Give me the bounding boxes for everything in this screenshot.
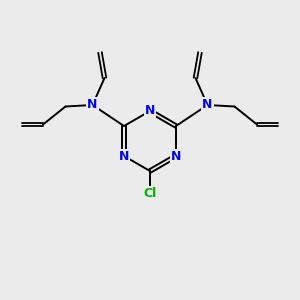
Text: N: N bbox=[145, 104, 155, 118]
Text: N: N bbox=[171, 149, 181, 163]
Text: Cl: Cl bbox=[143, 187, 157, 200]
Text: N: N bbox=[202, 98, 213, 112]
Text: N: N bbox=[87, 98, 98, 112]
Text: N: N bbox=[119, 149, 129, 163]
